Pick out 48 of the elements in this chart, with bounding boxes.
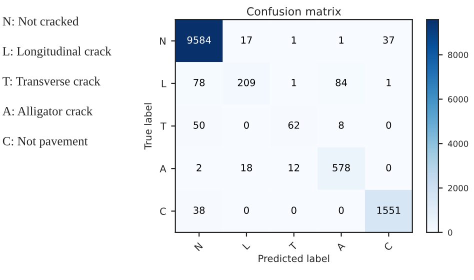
- text: L: Longitudinal crack: [2, 46, 112, 58]
- data-label: 1: [386, 79, 391, 86]
- data-label: 0: [244, 121, 249, 129]
- y-tick-label: C: [160, 208, 166, 215]
- data-label: 2: [196, 164, 202, 172]
- data-label: 78: [194, 78, 205, 86]
- y-tick-label: L: [162, 80, 166, 88]
- data-label: 62: [288, 121, 300, 129]
- x-tick-label: T: [288, 242, 298, 251]
- y-tick-label: N: [160, 37, 166, 45]
- x-tick-label: N: [194, 242, 203, 252]
- data-label: 1: [339, 36, 344, 44]
- y-tick-label: T: [160, 122, 166, 130]
- color-bar-label: 0: [448, 229, 452, 236]
- color-bar-label: 4000: [448, 140, 468, 147]
- color-bar-label: 2000: [448, 184, 468, 192]
- color-bar-label: 8000: [448, 52, 468, 58]
- data-label: 0: [244, 206, 249, 214]
- data-label: 0: [291, 206, 296, 214]
- data-label: 1551: [377, 206, 400, 214]
- y-axis-title: True label: [144, 103, 152, 150]
- chart-title: Confusion matrix: [246, 6, 342, 16]
- data-label: 17: [241, 36, 252, 44]
- x-tick-label: A: [336, 242, 346, 252]
- data-label: 12: [288, 164, 300, 172]
- data-label: 209: [238, 78, 256, 86]
- y-tick-label: A: [160, 165, 166, 172]
- data-label: 8: [338, 121, 344, 129]
- data-label: 84: [336, 78, 347, 86]
- data-label: 578: [332, 164, 350, 172]
- text: T: Transverse crack: [2, 76, 100, 86]
- data-label: 0: [386, 121, 392, 129]
- data-label: 18: [241, 164, 252, 172]
- x-tick-label: L: [242, 242, 250, 250]
- data-label: 50: [194, 121, 205, 129]
- data-label: 0: [338, 206, 344, 214]
- data-label: 1: [292, 79, 296, 86]
- text: A: Alligator crack: [2, 106, 93, 118]
- text: C: Not pavement: [2, 136, 88, 148]
- x-tick-label: C: [383, 242, 393, 252]
- data-label: 37: [383, 36, 394, 44]
- data-label: 9584: [187, 36, 211, 44]
- text: N: Not cracked: [2, 16, 79, 26]
- data-label: 38: [194, 206, 205, 214]
- color-bar-label: 6000: [448, 96, 468, 102]
- x-axis-title: Predicted label: [258, 254, 330, 262]
- data-label: 0: [386, 164, 392, 172]
- data-label: 1: [292, 36, 296, 44]
